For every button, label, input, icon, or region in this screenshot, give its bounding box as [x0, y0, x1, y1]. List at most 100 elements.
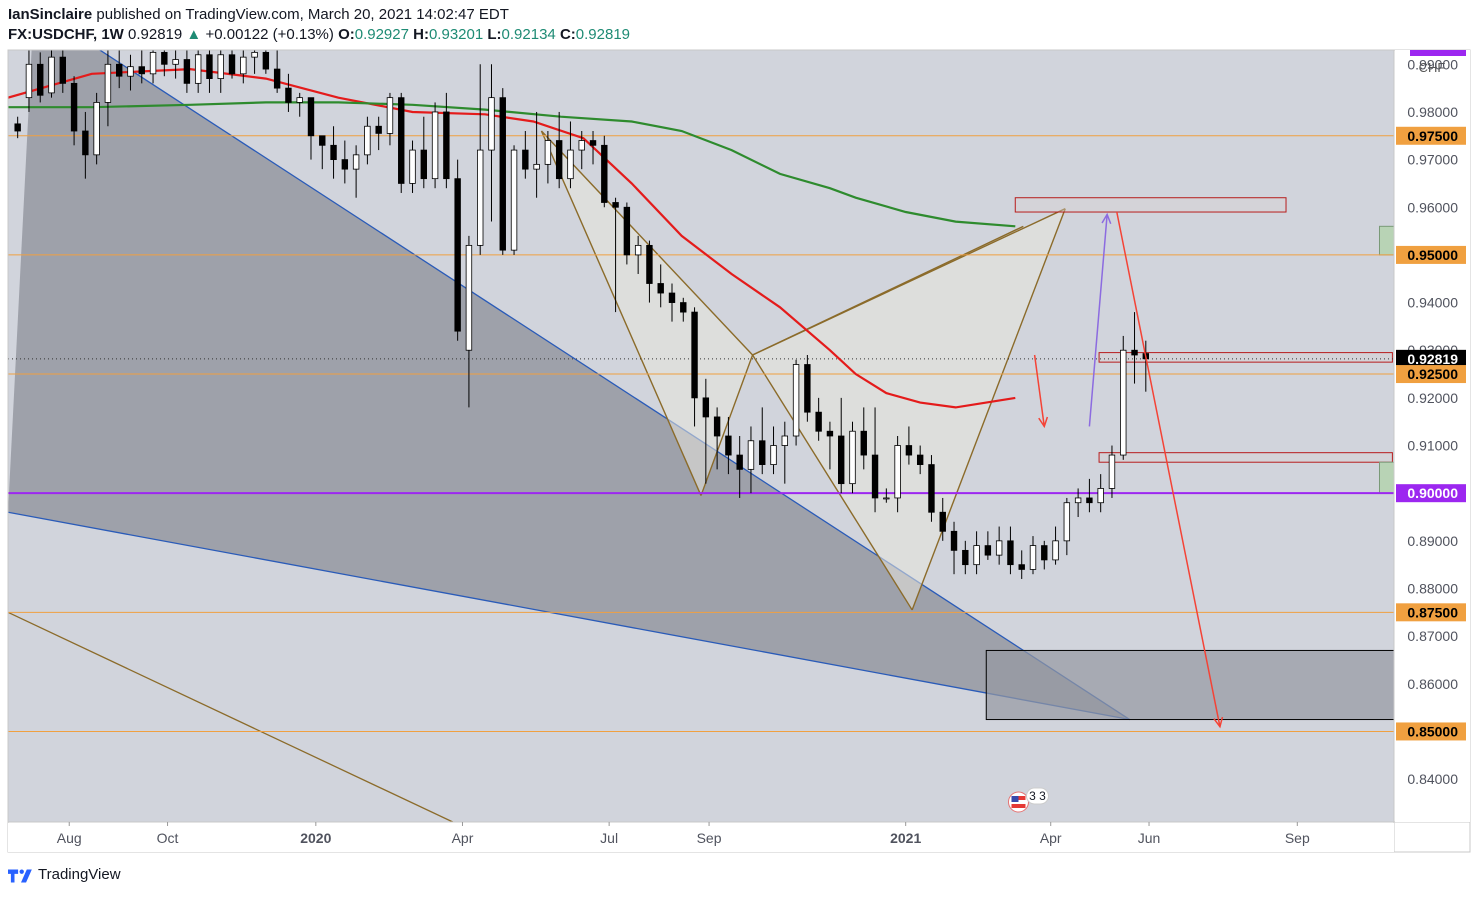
candle-body-down [70, 82, 78, 132]
axis-top-marker [1410, 50, 1466, 56]
candle-body-up [634, 244, 642, 256]
candle-body-up [25, 63, 33, 99]
candle-body-down [950, 530, 958, 551]
candle [431, 102, 439, 189]
x-tick-label: 2020 [300, 830, 331, 846]
candle-body-down [984, 545, 992, 556]
candle [161, 50, 168, 77]
candle-body-down [916, 454, 924, 465]
candle-body-down [183, 59, 191, 84]
price-label-text: 0.90000 [1407, 485, 1458, 501]
candle-body-down [962, 549, 969, 566]
candle [1007, 526, 1014, 575]
candle [1120, 335, 1127, 460]
candle [1131, 312, 1138, 384]
arrow-head [1101, 212, 1112, 225]
candle-body-down [939, 511, 946, 532]
candle-body-up [352, 154, 360, 170]
candle [262, 50, 270, 74]
candle [691, 307, 698, 427]
tradingview-logo-icon[interactable] [8, 868, 34, 884]
arrow-head [1038, 416, 1049, 429]
symbol-label[interactable]: FX:USDCHF, 1W [8, 26, 124, 43]
candle [759, 407, 766, 475]
price-label-text: 0.85000 [1407, 723, 1458, 739]
candle [454, 159, 461, 341]
candle [228, 50, 236, 79]
candle-body-up [567, 149, 574, 180]
candle-body-down [713, 416, 721, 437]
candle [82, 111, 89, 179]
candle [894, 436, 901, 513]
price-change: +0.00122 (+0.13%) [205, 26, 334, 43]
candle [984, 531, 992, 560]
price-label-orange: 0.95000 [1396, 245, 1466, 264]
candle-body-down [1018, 564, 1025, 570]
x-tick-label: 2021 [890, 830, 921, 846]
candle-body-down [871, 454, 879, 499]
candle-body-down [522, 149, 529, 170]
candle-body-down [285, 87, 292, 103]
candle-body-down [454, 178, 461, 332]
candle [296, 92, 303, 117]
candle [702, 378, 710, 484]
candle [680, 297, 687, 322]
events-marker[interactable]: 3 3 [1007, 787, 1049, 813]
events-count-badge [1025, 787, 1049, 805]
candle-body-up [770, 445, 777, 465]
candle-body-up [194, 54, 202, 84]
candle-body-up [386, 97, 394, 134]
candle-body-down [646, 244, 653, 284]
candle [995, 526, 1003, 565]
candle [25, 50, 33, 112]
tradingview-brand[interactable]: TradingView [38, 866, 121, 883]
wedge-lower-line [8, 511, 1130, 721]
candle [409, 140, 416, 193]
candle-body-down [725, 435, 732, 456]
candle-body-up [488, 97, 495, 151]
candle-body-down [398, 97, 405, 184]
pattern-line [911, 208, 1066, 611]
pattern-line [540, 130, 702, 496]
candle-body-down [330, 144, 337, 161]
candle [104, 50, 112, 127]
y-tick-label: 0.98000 [1407, 104, 1458, 120]
candle [973, 531, 980, 575]
candle [386, 92, 394, 146]
candle-body-down [138, 66, 145, 75]
price-label-bg [1396, 349, 1466, 368]
price-label-bg [1396, 484, 1466, 503]
candle [804, 354, 811, 422]
author-name[interactable]: IanSinclaire [8, 6, 93, 23]
candle [375, 116, 382, 151]
candle [883, 488, 890, 503]
price-label-text: 0.92500 [1407, 366, 1458, 382]
candle-body-up [1029, 545, 1037, 570]
candle [240, 50, 247, 84]
candle [838, 397, 845, 494]
pattern-line [751, 354, 913, 611]
zone-outline [1014, 197, 1287, 213]
candle-body-down [375, 125, 382, 134]
wedge-fill [8, 50, 1130, 720]
candle-body-down [443, 111, 450, 180]
candle [578, 131, 585, 170]
candle [510, 145, 518, 255]
candle-body-down [736, 454, 743, 470]
candle-body-up [883, 497, 890, 500]
candle-body-up [995, 540, 1003, 556]
candle-body-down [1041, 545, 1048, 561]
candle [341, 140, 349, 184]
candle-body-down [589, 140, 597, 146]
candle-body-down [668, 292, 676, 303]
candle [330, 126, 337, 179]
candle [398, 92, 405, 193]
candle [1074, 488, 1082, 518]
candle-body-down [116, 63, 123, 77]
candle-body-down [1086, 497, 1093, 504]
price-label-text: 0.95000 [1407, 247, 1458, 263]
candle [939, 497, 946, 541]
x-tick-label: Apr [452, 830, 474, 846]
candle-body-up [217, 54, 224, 79]
